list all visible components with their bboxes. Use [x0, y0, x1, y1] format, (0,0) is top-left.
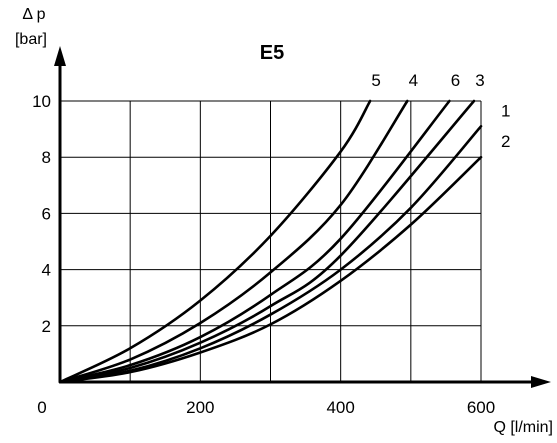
- y-axis-arrow: [54, 46, 66, 66]
- series-label-1: 1: [501, 101, 510, 120]
- y-tick-label: 6: [42, 204, 51, 223]
- x-tick-label: 400: [326, 398, 354, 417]
- curve-labels: 5 4 6 31 2: [371, 71, 510, 151]
- y-tick-label: 2: [42, 317, 51, 336]
- y-axis-label-line1: Δ p: [22, 6, 45, 23]
- grid: [60, 100, 482, 382]
- series-curve-2: [58, 155, 483, 384]
- x-axis-label: Q [l/min]: [493, 419, 553, 436]
- x-tick-label: 0: [37, 398, 46, 417]
- tick-labels: 0 200 400 600 2 4 6 8 10: [32, 92, 495, 417]
- series-curve-6: [58, 99, 451, 384]
- axes: [54, 46, 551, 388]
- series-curve-1: [58, 124, 483, 384]
- series-curve-4: [58, 99, 409, 384]
- series-label-6: 6: [451, 71, 460, 90]
- series-curve-3: [58, 99, 476, 384]
- series-label-2: 2: [501, 132, 510, 151]
- y-tick-label: 10: [32, 92, 51, 111]
- y-tick-label: 8: [42, 148, 51, 167]
- y-tick-label: 4: [42, 261, 51, 280]
- series-label-3: 3: [475, 71, 484, 90]
- series-label-4: 4: [409, 71, 418, 90]
- chart-title: E5: [260, 42, 284, 64]
- y-axis-label-line2: [bar]: [15, 31, 47, 48]
- x-tick-label: 600: [467, 398, 495, 417]
- curves: [58, 99, 483, 384]
- x-tick-label: 200: [186, 398, 214, 417]
- series-label-5: 5: [371, 71, 380, 90]
- x-axis-arrow: [531, 376, 551, 388]
- series-curve-5: [58, 99, 372, 384]
